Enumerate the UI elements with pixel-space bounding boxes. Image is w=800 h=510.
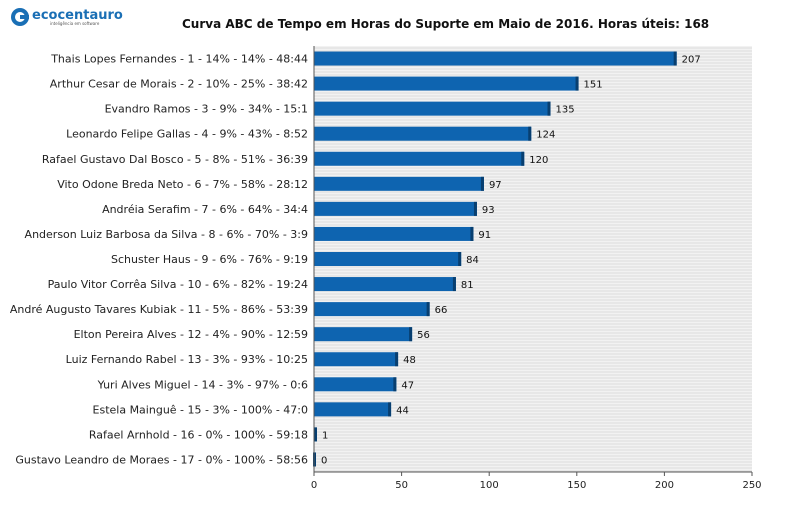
bar-edge: [473, 201, 477, 216]
chart-title: Curva ABC de Tempo em Horas do Suporte e…: [182, 17, 709, 31]
category-label: Andréia Serafim - 7 - 6% - 64% - 34:4: [102, 203, 308, 216]
ecocentauro-logo: ecocentauro inteligência em software: [11, 8, 123, 26]
category-label: Vito Odone Breda Neto - 6 - 7% - 58% - 2…: [57, 178, 308, 191]
category-label: Arthur Cesar de Morais - 2 - 10% - 25% -…: [50, 78, 308, 91]
value-label: 66: [435, 305, 448, 316]
value-label: 56: [417, 330, 430, 341]
category-labels: Thais Lopes Fernandes - 1 - 14% - 14% - …: [10, 53, 308, 467]
value-label: 135: [556, 105, 575, 116]
bar: [314, 51, 677, 66]
category-label: Rafael Gustavo Dal Bosco - 5 - 8% - 51% …: [42, 153, 308, 166]
value-label: 44: [396, 405, 409, 416]
value-label: 1: [322, 430, 328, 441]
bar: [314, 126, 532, 141]
logo-wordmark: ecocentauro: [32, 8, 123, 23]
bar-edge: [673, 51, 677, 66]
bar-edge: [314, 427, 317, 442]
bar-edge: [452, 277, 456, 292]
bar: [314, 377, 397, 392]
bar: [314, 327, 413, 342]
x-tick-label: 100: [480, 480, 499, 491]
bar: [314, 302, 430, 317]
x-tick-label: 50: [395, 480, 408, 491]
bar-edge: [480, 176, 484, 191]
bar-edge: [547, 101, 551, 116]
logo-tagline: inteligência em software: [50, 21, 100, 26]
bar-edge: [575, 76, 579, 91]
value-label: 120: [529, 155, 548, 166]
bar-edge: [393, 377, 397, 392]
value-label: 0: [321, 455, 327, 466]
value-label: 124: [536, 130, 555, 141]
bar: [314, 76, 579, 91]
bar-edge: [458, 252, 462, 266]
bar-edge: [528, 126, 532, 141]
value-label: 84: [466, 255, 479, 266]
x-tick-label: 150: [567, 480, 586, 491]
bar-edge: [395, 352, 399, 367]
value-label: 151: [584, 80, 603, 91]
category-label: Paulo Vitor Corrêa Silva - 10 - 6% - 82%…: [48, 278, 308, 291]
bar-edge: [409, 327, 413, 342]
category-label: Evandro Ramos - 3 - 9% - 34% - 15:1: [105, 103, 308, 116]
category-label: Luiz Fernando Rabel - 13 - 3% - 93% - 10…: [66, 353, 308, 366]
bar: [314, 201, 477, 216]
bar: [314, 352, 399, 367]
bar: [314, 151, 525, 166]
category-label: Anderson Luiz Barbosa da Silva - 8 - 6% …: [25, 228, 308, 241]
category-label: Schuster Haus - 9 - 6% - 76% - 9:19: [111, 253, 308, 266]
bar: [314, 252, 462, 266]
value-label: 48: [403, 355, 416, 366]
value-label: 47: [401, 380, 414, 391]
x-tick-label: 0: [311, 480, 317, 491]
category-label: Rafael Arnhold - 16 - 0% - 100% - 59:18: [89, 428, 308, 441]
bar: [314, 402, 392, 417]
x-axis: 0 50 100 150 200 250: [311, 46, 762, 491]
category-label: Leonardo Felipe Gallas - 4 - 9% - 43% - …: [66, 128, 308, 141]
bar-edge: [521, 151, 525, 166]
value-label: 97: [489, 180, 502, 191]
category-label: Estela Mainguê - 15 - 3% - 100% - 47:0: [93, 403, 308, 416]
category-label: Yuri Alves Miguel - 14 - 3% - 97% - 0:6: [97, 378, 308, 391]
value-label: 93: [482, 205, 495, 216]
bar-edge: [470, 226, 474, 241]
value-label: 81: [461, 280, 474, 291]
bar: [314, 277, 456, 292]
bar: [314, 226, 474, 241]
category-label: Gustavo Leandro de Moraes - 17 - 0% - 10…: [15, 453, 308, 466]
x-tick-label: 200: [655, 480, 674, 491]
category-label: Thais Lopes Fernandes - 1 - 14% - 14% - …: [50, 53, 308, 66]
value-label: 91: [478, 230, 491, 241]
bar: [314, 101, 551, 116]
x-tick-label: 250: [742, 480, 761, 491]
bar-edge: [426, 302, 430, 317]
category-label: André Augusto Tavares Kubiak - 11 - 5% -…: [10, 303, 308, 316]
category-label: Elton Pereira Alves - 12 - 4% - 90% - 12…: [74, 328, 308, 341]
value-label: 207: [682, 55, 701, 66]
bar-edge: [388, 402, 392, 417]
bar: [314, 176, 484, 191]
bars-group: 207 151 135 124 120 97 93 91 84 81 66 56 48 47 44 1 0: [313, 51, 701, 467]
